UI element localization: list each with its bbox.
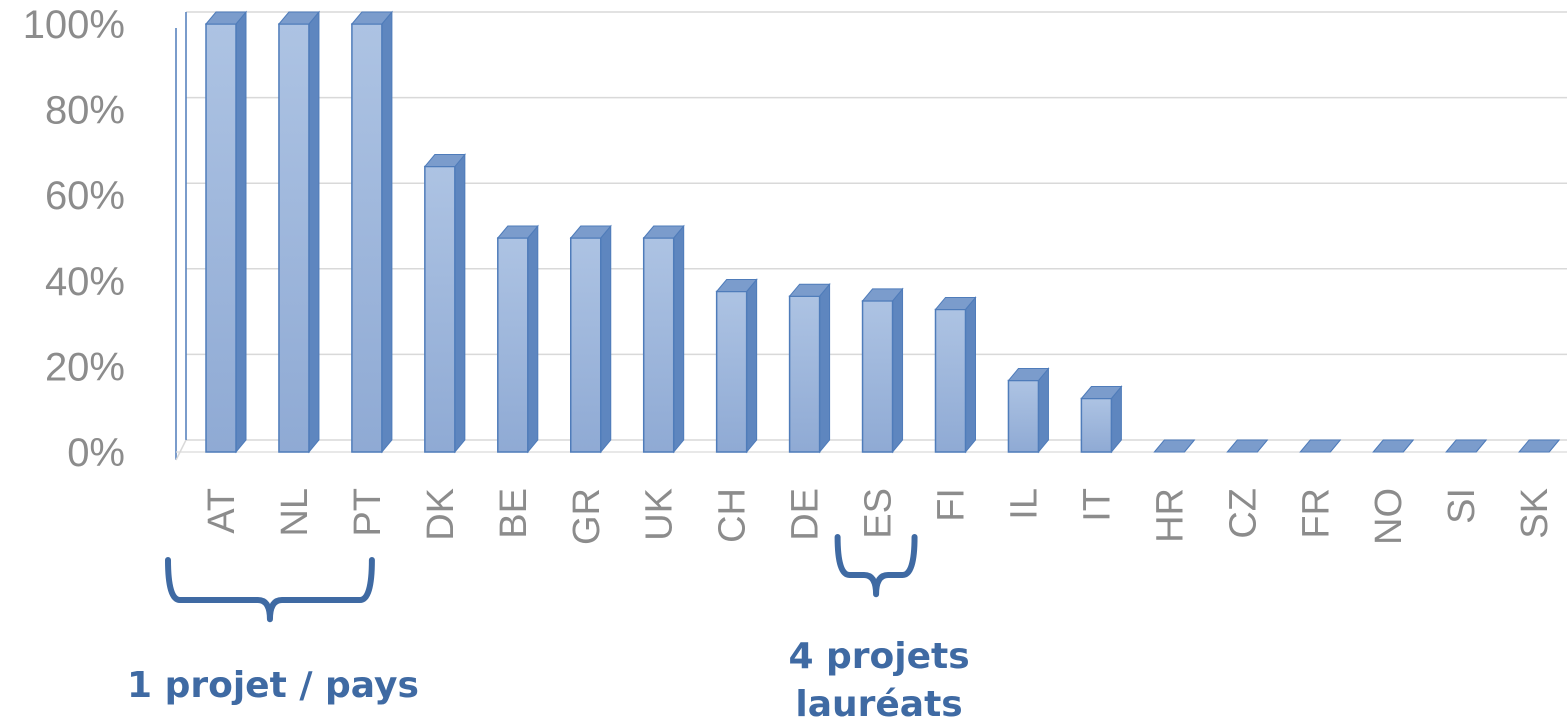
x-tick-label: SK [1514,488,1556,539]
bar-top [788,283,831,297]
bar-top [350,11,393,25]
annotation-four-projects: lauréats [795,684,962,725]
bar [497,237,529,453]
bar-top [277,11,321,25]
bar-side [819,282,831,454]
x-tick-label: CZ [1222,488,1264,539]
bar-top [1007,368,1050,382]
x-tick-label: SI [1441,488,1483,524]
x-tick-label: DK [420,488,462,541]
x-tick-label: CH [712,488,754,543]
bar [934,308,967,453]
bar [570,237,602,453]
bar [715,290,748,453]
bar-top [934,296,977,310]
x-tick-label: UK [639,488,681,541]
bar-top [1445,439,1488,453]
bar-top [204,11,248,25]
x-tick-label: DE [785,488,827,541]
bar-top [1153,439,1196,453]
y-tick-label: 0% [67,431,125,475]
x-tick-label: GR [566,488,608,545]
bar-top [496,225,539,239]
bar-side [892,287,904,454]
x-tick-label: NL [274,488,316,537]
bar [351,23,383,453]
bar-top [861,288,904,302]
bar-top [1518,439,1561,453]
x-tick-label: HR [1149,488,1191,543]
y-tick-label: 60% [45,174,125,218]
brace-one-project [165,557,375,623]
bar-side [746,278,758,454]
bar-side [235,10,247,454]
annotation-four-projects: 4 projets [788,636,969,677]
bar-top [1226,439,1269,453]
x-tick-label: PT [347,488,389,537]
x-tick-label: ES [858,488,900,539]
y-tick-label: 100% [23,3,125,47]
bar-side [308,10,320,454]
bar-top [642,225,685,239]
bar-side [965,296,976,454]
bar-side [454,153,466,454]
bar [424,165,456,453]
bar-side [1037,367,1049,454]
bar-side [673,224,685,454]
x-tick-label: FR [1295,488,1337,539]
bar-side [381,10,393,454]
bar [788,295,821,453]
y-tick-label: 40% [45,260,125,304]
floor-edge [175,439,187,461]
bar [1007,379,1040,453]
bar-top [569,225,612,239]
bar [278,23,310,453]
bar [861,300,894,453]
x-tick-label: FI [931,488,973,522]
bar-top [1299,439,1342,453]
y-tick-label: 80% [45,89,125,133]
annotation-one-project: 1 projet / pays [127,665,419,706]
x-tick-label: AT [201,488,243,534]
bar-side [600,224,612,454]
bar-top [423,154,466,168]
bar [1080,397,1113,453]
bar [205,23,237,453]
bar-top [715,279,758,292]
x-tick-label: NO [1368,488,1410,545]
brace-four-projects [834,534,918,598]
bar-top [1372,439,1415,453]
bar-side [527,224,539,454]
bar [642,237,675,453]
x-tick-label: IT [1076,488,1118,522]
bar-top [1080,386,1123,399]
x-tick-label: IL [1003,488,1045,520]
y-tick-label: 20% [45,345,125,389]
x-tick-label: BE [493,488,535,539]
